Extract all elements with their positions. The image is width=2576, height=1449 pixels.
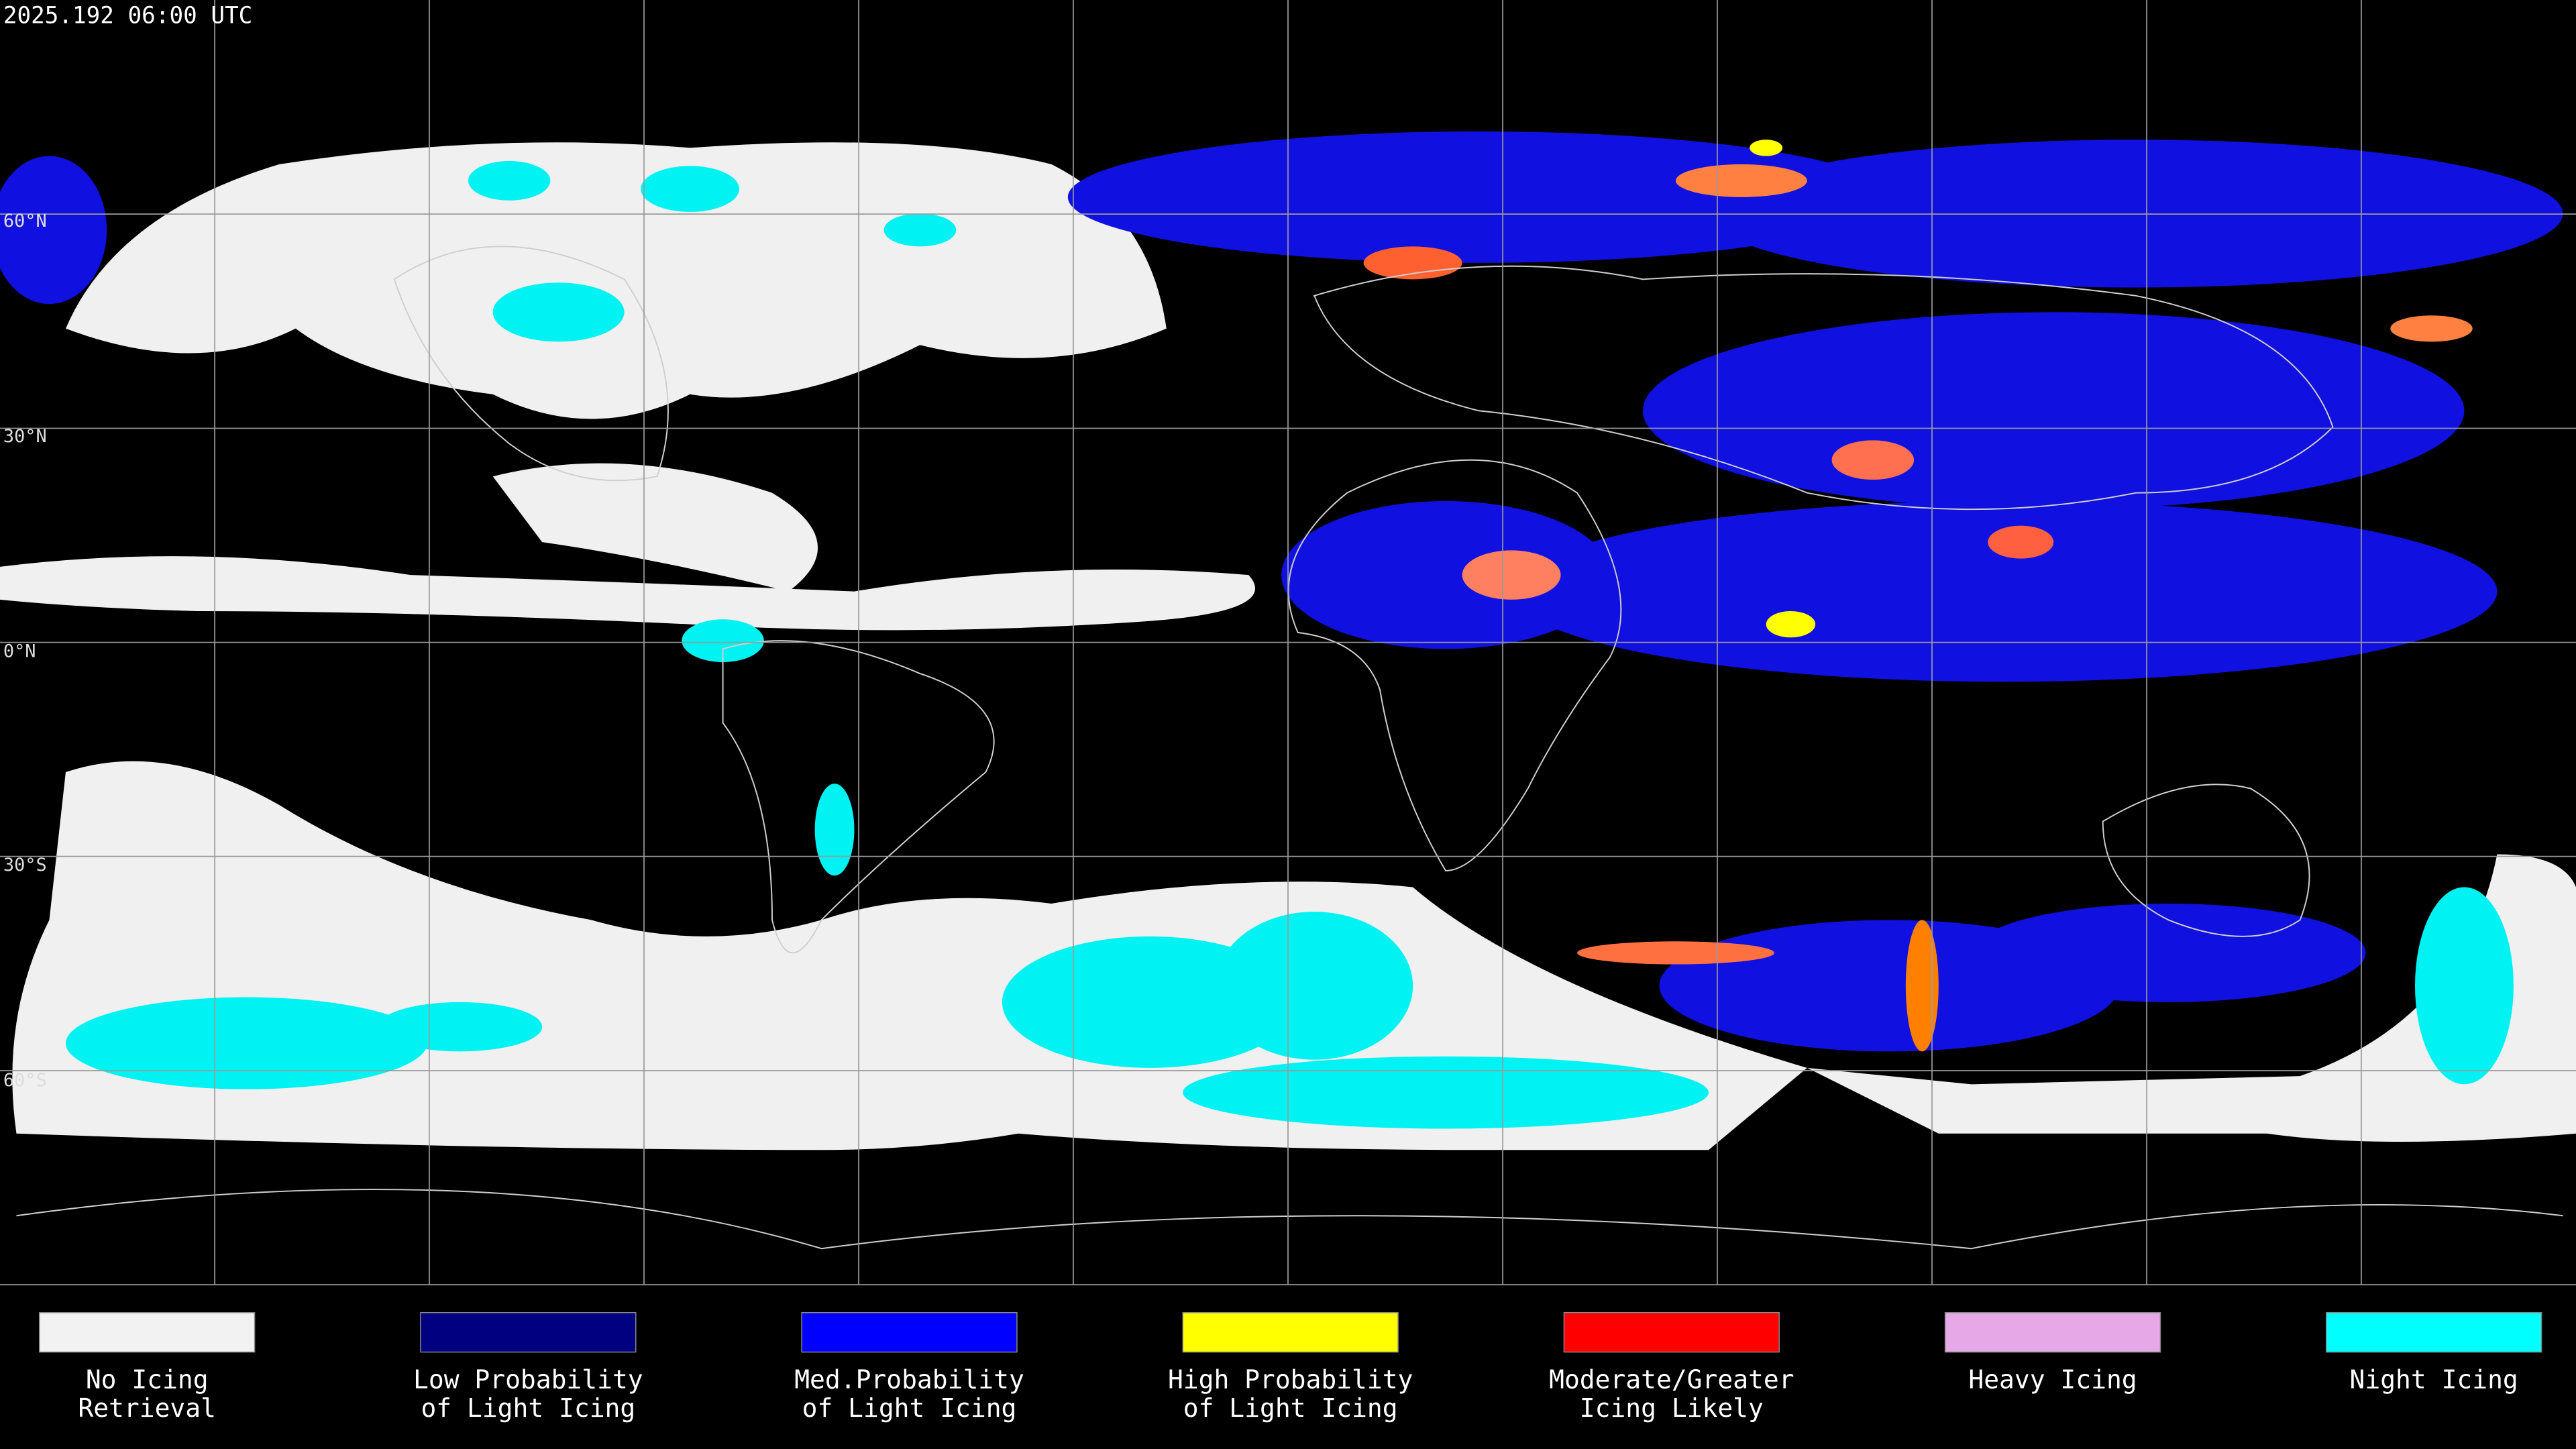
latitude-label: 60°N xyxy=(3,211,47,231)
moderate-icing-areas xyxy=(1363,140,2473,1052)
legend-label: Night Icing xyxy=(2350,1364,2518,1394)
legend-label: Icing Likely xyxy=(1580,1393,1764,1423)
legend-swatch xyxy=(1944,1312,2161,1353)
graticule xyxy=(0,0,2576,1285)
legend-swatch xyxy=(2326,1312,2542,1353)
legend-label: Moderate/Greater xyxy=(1549,1364,1794,1394)
legend-label: of Light Icing xyxy=(1183,1393,1398,1423)
legend-label: Heavy Icing xyxy=(1968,1364,2137,1394)
legend-label: High Probability xyxy=(1168,1364,1413,1394)
legend-swatch xyxy=(801,1312,1018,1353)
legend-label: Med.Probability xyxy=(794,1364,1024,1394)
legend-label: of Light Icing xyxy=(802,1393,1017,1423)
legend-label: Retrieval xyxy=(78,1393,216,1423)
latitude-label: 60°S xyxy=(3,1070,47,1091)
latitude-label: 30°S xyxy=(3,855,47,875)
timestamp: 2025.192 06:00 UTC xyxy=(3,2,252,29)
night-icing-areas xyxy=(65,161,2514,1129)
legend-swatch xyxy=(1563,1312,1780,1353)
latitude-label: 0°N xyxy=(3,641,36,662)
legend-swatch xyxy=(39,1312,256,1353)
legend-label: Low Probability xyxy=(413,1364,643,1394)
legend-swatch xyxy=(1182,1312,1399,1353)
legend-swatch xyxy=(420,1312,637,1353)
legend-label: No Icing xyxy=(86,1364,209,1394)
latitude-label: 30°N xyxy=(3,426,47,447)
no-icing-areas xyxy=(0,142,2576,1150)
legend-label: of Light Icing xyxy=(421,1393,635,1423)
